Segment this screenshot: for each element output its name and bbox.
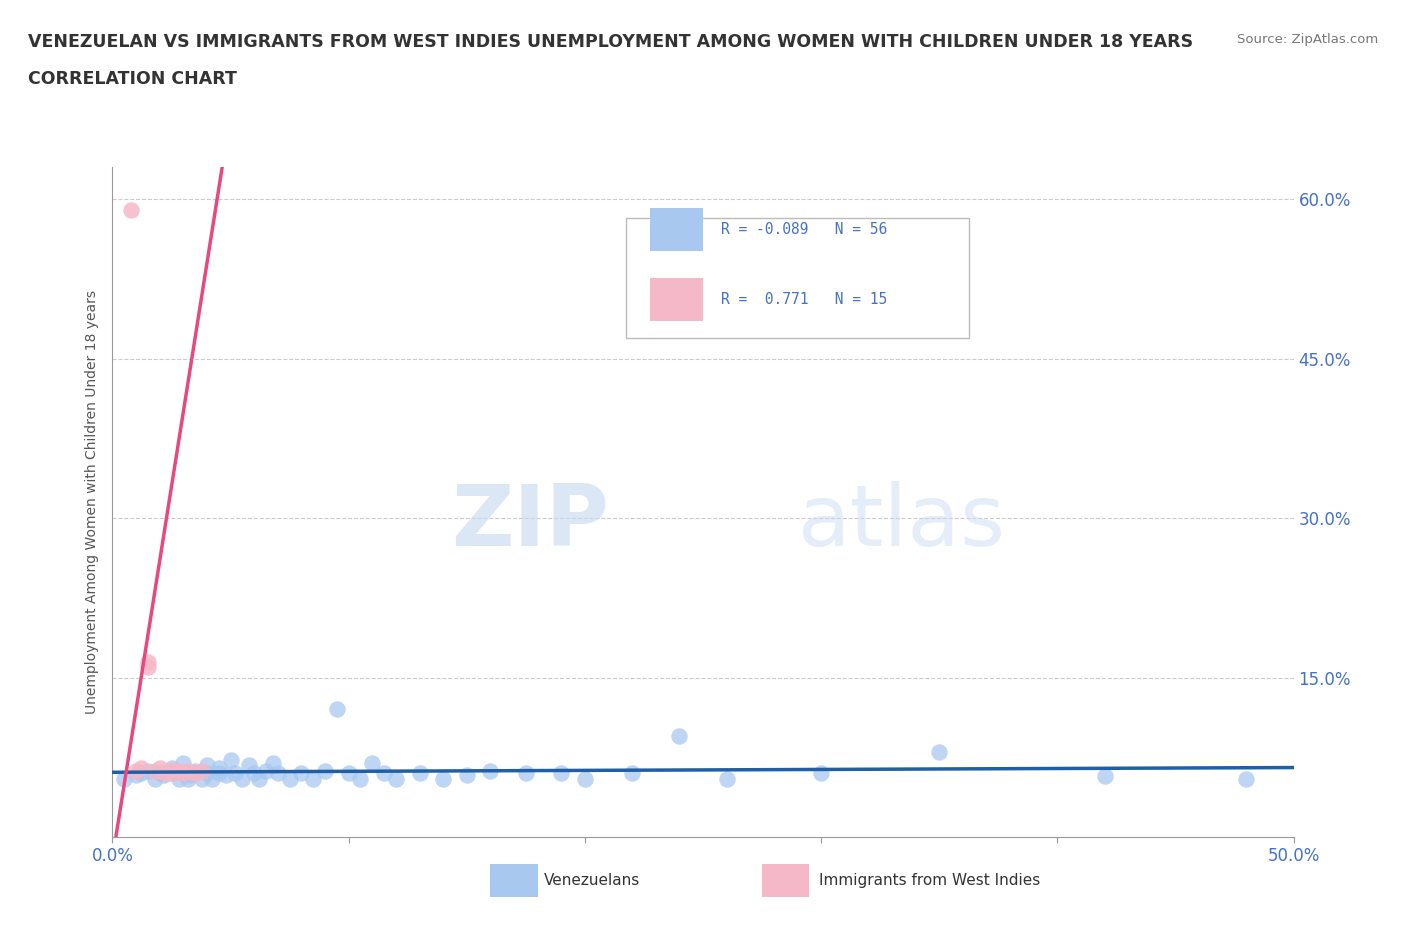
- FancyBboxPatch shape: [626, 218, 969, 339]
- FancyBboxPatch shape: [650, 278, 703, 322]
- Text: Source: ZipAtlas.com: Source: ZipAtlas.com: [1237, 33, 1378, 46]
- Point: [314, 764, 336, 778]
- Point: [149, 761, 172, 776]
- FancyBboxPatch shape: [762, 864, 810, 897]
- Text: CORRELATION CHART: CORRELATION CHART: [28, 70, 238, 87]
- Text: Venezuelans: Venezuelans: [544, 873, 640, 888]
- Point: [479, 764, 502, 778]
- Point: [515, 765, 537, 780]
- Point: [143, 764, 166, 778]
- Point: [177, 764, 200, 778]
- Point: [125, 768, 148, 783]
- Point: [177, 771, 200, 786]
- Point: [278, 771, 301, 786]
- Point: [267, 765, 290, 780]
- Point: [373, 765, 395, 780]
- Point: [231, 771, 253, 786]
- Point: [337, 765, 360, 780]
- Point: [120, 203, 142, 218]
- Point: [136, 654, 159, 669]
- Point: [201, 771, 224, 786]
- Point: [290, 765, 312, 780]
- Text: R =  0.771   N = 15: R = 0.771 N = 15: [721, 292, 887, 307]
- Point: [184, 765, 207, 780]
- Point: [928, 745, 950, 760]
- Point: [136, 659, 159, 674]
- Point: [184, 765, 207, 780]
- Text: atlas: atlas: [797, 481, 1005, 564]
- Point: [385, 771, 408, 786]
- Point: [215, 768, 238, 783]
- Point: [160, 765, 183, 780]
- Point: [184, 764, 207, 778]
- Point: [167, 764, 190, 778]
- Point: [208, 761, 231, 776]
- Text: R = -0.089   N = 56: R = -0.089 N = 56: [721, 222, 887, 237]
- Point: [1234, 771, 1257, 786]
- Text: VENEZUELAN VS IMMIGRANTS FROM WEST INDIES UNEMPLOYMENT AMONG WOMEN WITH CHILDREN: VENEZUELAN VS IMMIGRANTS FROM WEST INDIE…: [28, 33, 1194, 50]
- Point: [668, 728, 690, 743]
- Point: [129, 761, 152, 776]
- Point: [143, 771, 166, 786]
- Text: Immigrants from West Indies: Immigrants from West Indies: [818, 873, 1040, 888]
- Point: [456, 768, 478, 783]
- Point: [195, 757, 218, 772]
- Point: [191, 764, 214, 778]
- FancyBboxPatch shape: [650, 207, 703, 251]
- Point: [153, 768, 176, 783]
- Point: [172, 755, 194, 770]
- Point: [247, 771, 270, 786]
- Text: ZIP: ZIP: [451, 481, 609, 564]
- Point: [621, 765, 644, 780]
- Point: [408, 765, 430, 780]
- Point: [716, 771, 738, 786]
- Point: [179, 768, 201, 783]
- Point: [224, 765, 246, 780]
- Point: [254, 764, 277, 778]
- Point: [129, 765, 152, 780]
- Point: [191, 771, 214, 786]
- Point: [136, 764, 159, 778]
- Point: [125, 764, 148, 778]
- Point: [153, 765, 176, 780]
- Point: [167, 771, 190, 786]
- Point: [160, 761, 183, 776]
- Point: [262, 755, 284, 770]
- Point: [238, 757, 260, 772]
- Point: [208, 765, 231, 780]
- Point: [149, 765, 172, 780]
- Point: [219, 753, 242, 768]
- Point: [172, 765, 194, 780]
- Point: [1094, 769, 1116, 784]
- Point: [574, 771, 596, 786]
- Point: [112, 771, 135, 786]
- Point: [810, 765, 832, 780]
- Point: [326, 702, 349, 717]
- Point: [349, 771, 371, 786]
- Point: [172, 765, 194, 780]
- Point: [302, 771, 325, 786]
- Point: [243, 765, 266, 780]
- FancyBboxPatch shape: [491, 864, 537, 897]
- Point: [550, 765, 572, 780]
- Point: [160, 765, 183, 780]
- Point: [160, 763, 183, 777]
- Point: [361, 755, 384, 770]
- Y-axis label: Unemployment Among Women with Children Under 18 years: Unemployment Among Women with Children U…: [86, 290, 100, 714]
- Point: [432, 771, 454, 786]
- Point: [195, 765, 218, 780]
